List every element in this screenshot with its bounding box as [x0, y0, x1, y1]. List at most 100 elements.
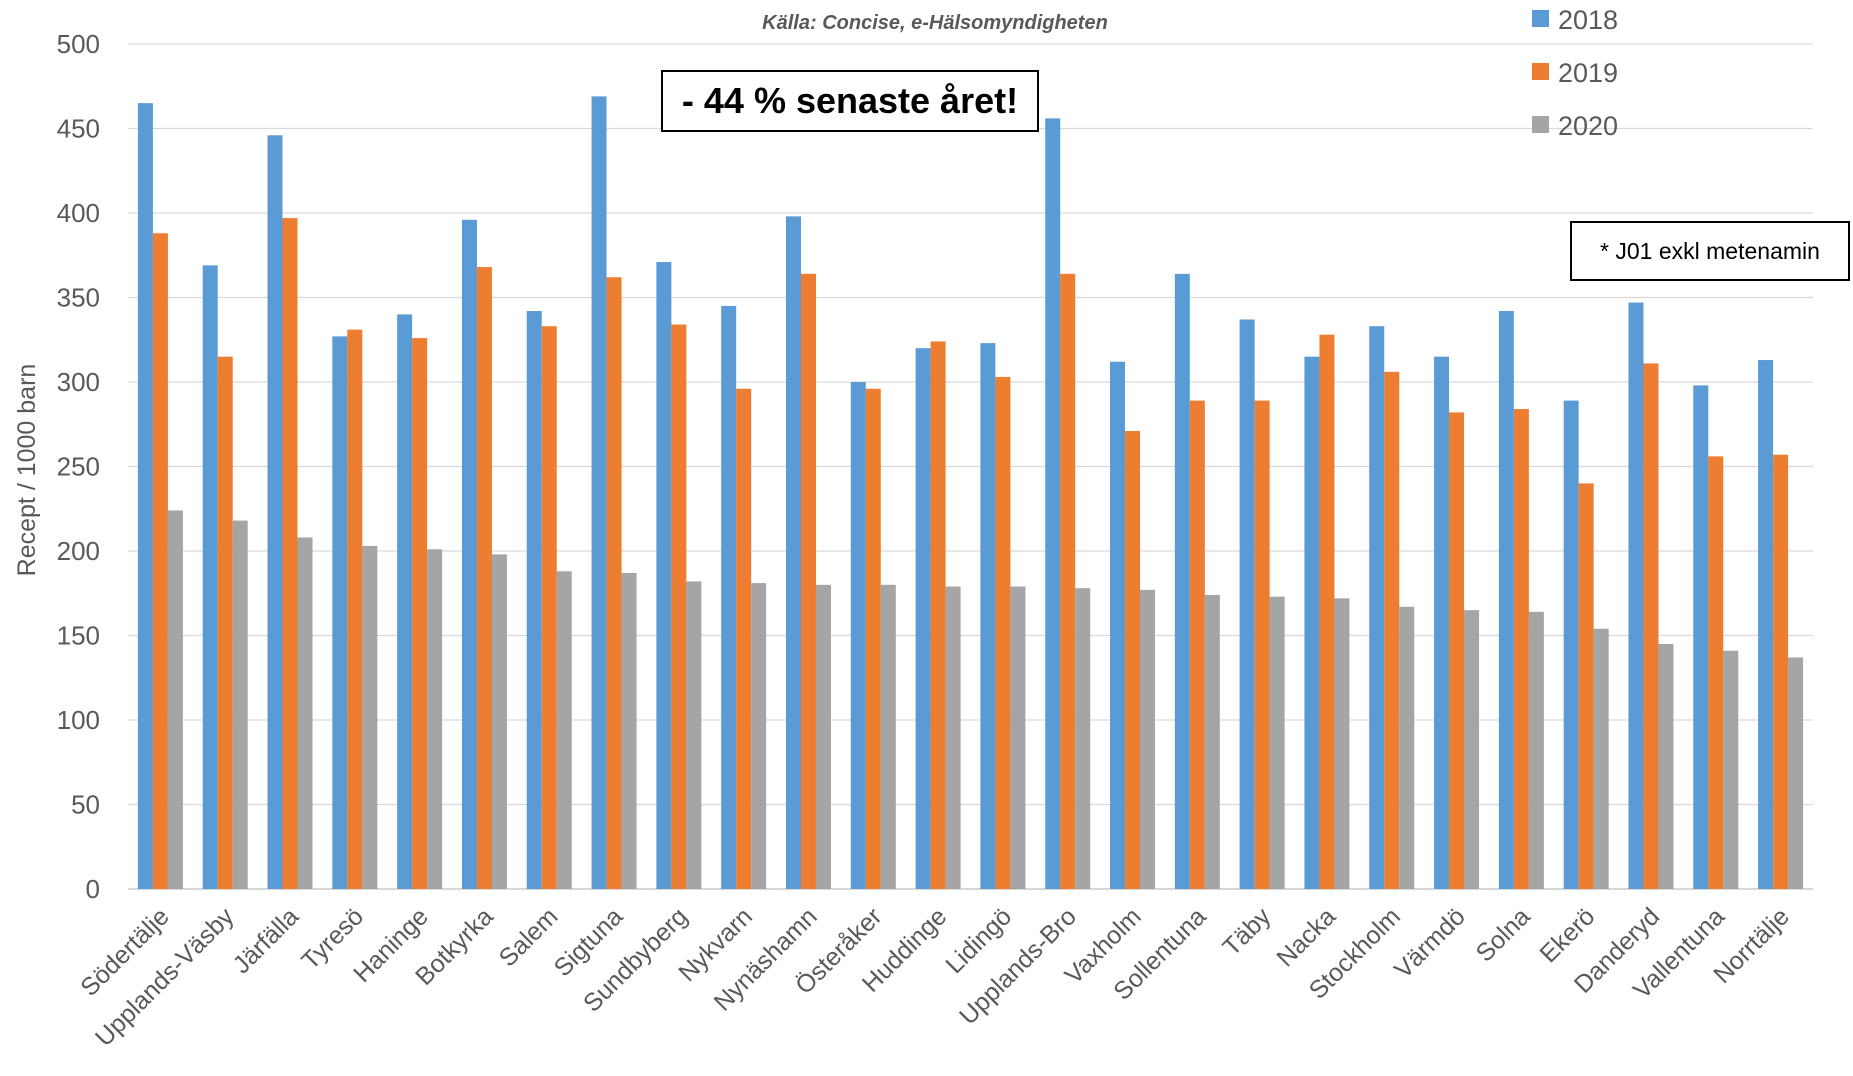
bar-2020-Stockholm: [1399, 606, 1415, 889]
bar-2019-Sollentuna: [1189, 400, 1205, 889]
x-tick-label: Täby: [1217, 902, 1276, 961]
bar-2020-Sigtuna: [621, 572, 637, 889]
bar-2020-Solna: [1528, 611, 1544, 889]
y-tick-label: 200: [57, 536, 100, 566]
y-tick-label: 150: [57, 621, 100, 651]
bar-2020-Sollentuna: [1204, 594, 1220, 889]
legend-label: 2018: [1558, 5, 1618, 35]
y-tick-label: 0: [86, 874, 100, 904]
bar-2018-Nynäshamn: [785, 216, 801, 889]
bar-2020-Upplands-Bro: [1075, 588, 1091, 889]
bar-2020-Österåker: [880, 584, 896, 889]
bar-2018-Vallentuna: [1693, 385, 1709, 889]
y-tick-label: 400: [57, 198, 100, 228]
y-tick-label: 450: [57, 114, 100, 144]
bar-2020-Nykvarn: [751, 583, 767, 889]
callout-annotation: - 44 % senaste året!: [661, 70, 1039, 132]
bar-2018-Vaxholm: [1110, 361, 1126, 890]
bar-2018-Nykvarn: [721, 305, 737, 889]
bar-2019-Haninge: [412, 338, 428, 889]
x-tick-label: Solna: [1471, 902, 1536, 967]
bar-2019-Nynäshamn: [800, 273, 816, 890]
bar-2019-Sigtuna: [606, 277, 622, 890]
bar-2020-Haninge: [427, 549, 443, 889]
legend-label: 2019: [1558, 58, 1618, 88]
bar-2020-Sundbyberg: [686, 581, 702, 889]
bar-2020-Ekerö: [1593, 628, 1609, 889]
bar-2018-Södertälje: [137, 103, 153, 889]
bar-2020-Tyresö: [362, 545, 378, 889]
bar-2018-Ekerö: [1563, 400, 1579, 889]
bar-2019-Botkyrka: [476, 267, 492, 890]
bar-2020-Nacka: [1334, 598, 1350, 889]
bar-2018-Värmdö: [1434, 356, 1450, 889]
bar-2018-Tyresö: [332, 336, 348, 889]
y-tick-label: 250: [57, 452, 100, 482]
bar-2019-Lidingö: [995, 376, 1011, 889]
bar-2019-Södertälje: [152, 233, 168, 889]
legend-swatch-2018: [1532, 10, 1549, 27]
gridlines: [128, 43, 1813, 890]
bars: [137, 96, 1804, 890]
bar-2019-Stockholm: [1384, 371, 1400, 889]
bar-2019-Järfälla: [282, 218, 298, 889]
y-tick-label: 300: [57, 367, 100, 397]
bar-2018-Upplands-Bro: [1045, 118, 1061, 890]
y-tick-label: 100: [57, 705, 100, 735]
bar-2018-Österåker: [850, 382, 866, 889]
bar-2019-Danderyd: [1643, 363, 1659, 889]
bar-2020-Vallentuna: [1723, 650, 1739, 889]
bar-2018-Sigtuna: [591, 96, 607, 889]
x-tick-label: Järfälla: [227, 902, 304, 979]
bar-2018-Järfälla: [267, 135, 283, 889]
legend-swatch-2019: [1532, 63, 1549, 80]
bar-2019-Vaxholm: [1125, 431, 1141, 889]
bar-2019-Sundbyberg: [671, 324, 687, 889]
bar-2019-Huddinge: [930, 341, 946, 889]
bar-2020-Huddinge: [945, 586, 961, 889]
bar-2019-Salem: [541, 326, 557, 890]
bar-2018-Stockholm: [1369, 326, 1385, 890]
bar-2018-Huddinge: [915, 348, 931, 889]
bar-2018-Täby: [1239, 319, 1255, 890]
bar-2020-Botkyrka: [491, 554, 507, 889]
bar-2019-Vallentuna: [1708, 456, 1724, 889]
y-tick-label: 50: [71, 790, 100, 820]
bar-2018-Norrtälje: [1758, 360, 1774, 889]
bar-2019-Tyresö: [347, 329, 363, 889]
footnote-annotation: * J01 exkl metenamin: [1570, 221, 1850, 281]
bar-2019-Värmdö: [1449, 412, 1465, 889]
bar-2019-Upplands-Väsby: [217, 356, 233, 889]
bar-2020-Nynäshamn: [815, 584, 831, 889]
bar-2020-Upplands-Väsby: [232, 520, 248, 889]
bar-2019-Upplands-Bro: [1060, 273, 1076, 890]
y-axis-ticks: 0 50 100 150 200 250 300 350 400 450 500: [57, 29, 100, 904]
bar-2020-Södertälje: [167, 510, 183, 889]
bar-2018-Salem: [526, 311, 542, 889]
bar-2018-Lidingö: [980, 343, 996, 889]
bar-2018-Upplands-Väsby: [202, 265, 218, 889]
legend-label: 2020: [1558, 111, 1618, 141]
bar-2018-Sundbyberg: [656, 262, 672, 889]
y-tick-label: 350: [57, 283, 100, 313]
bar-2019-Norrtälje: [1773, 454, 1789, 889]
bar-2020-Järfälla: [297, 537, 313, 889]
bar-2020-Lidingö: [1010, 586, 1026, 889]
bar-2020-Täby: [1269, 596, 1285, 889]
legend-swatch-2020: [1532, 116, 1549, 133]
x-tick-label: Värmdö: [1389, 902, 1471, 984]
bar-2018-Haninge: [397, 314, 413, 889]
bar-2019-Solna: [1513, 409, 1529, 889]
bar-2018-Danderyd: [1628, 302, 1644, 889]
bar-2020-Danderyd: [1658, 643, 1674, 889]
bar-2020-Salem: [556, 571, 572, 889]
bar-2019-Nacka: [1319, 334, 1335, 889]
bar-2018-Solna: [1498, 311, 1514, 889]
bar-2018-Sollentuna: [1174, 273, 1190, 890]
y-tick-label: 500: [57, 29, 100, 59]
bar-2018-Nacka: [1304, 356, 1320, 889]
legend: 2018 2019 2020: [1532, 5, 1618, 141]
bar-2019-Ekerö: [1578, 483, 1594, 889]
source-note: Källa: Concise, e-Hälsomyndigheten: [762, 12, 1108, 34]
